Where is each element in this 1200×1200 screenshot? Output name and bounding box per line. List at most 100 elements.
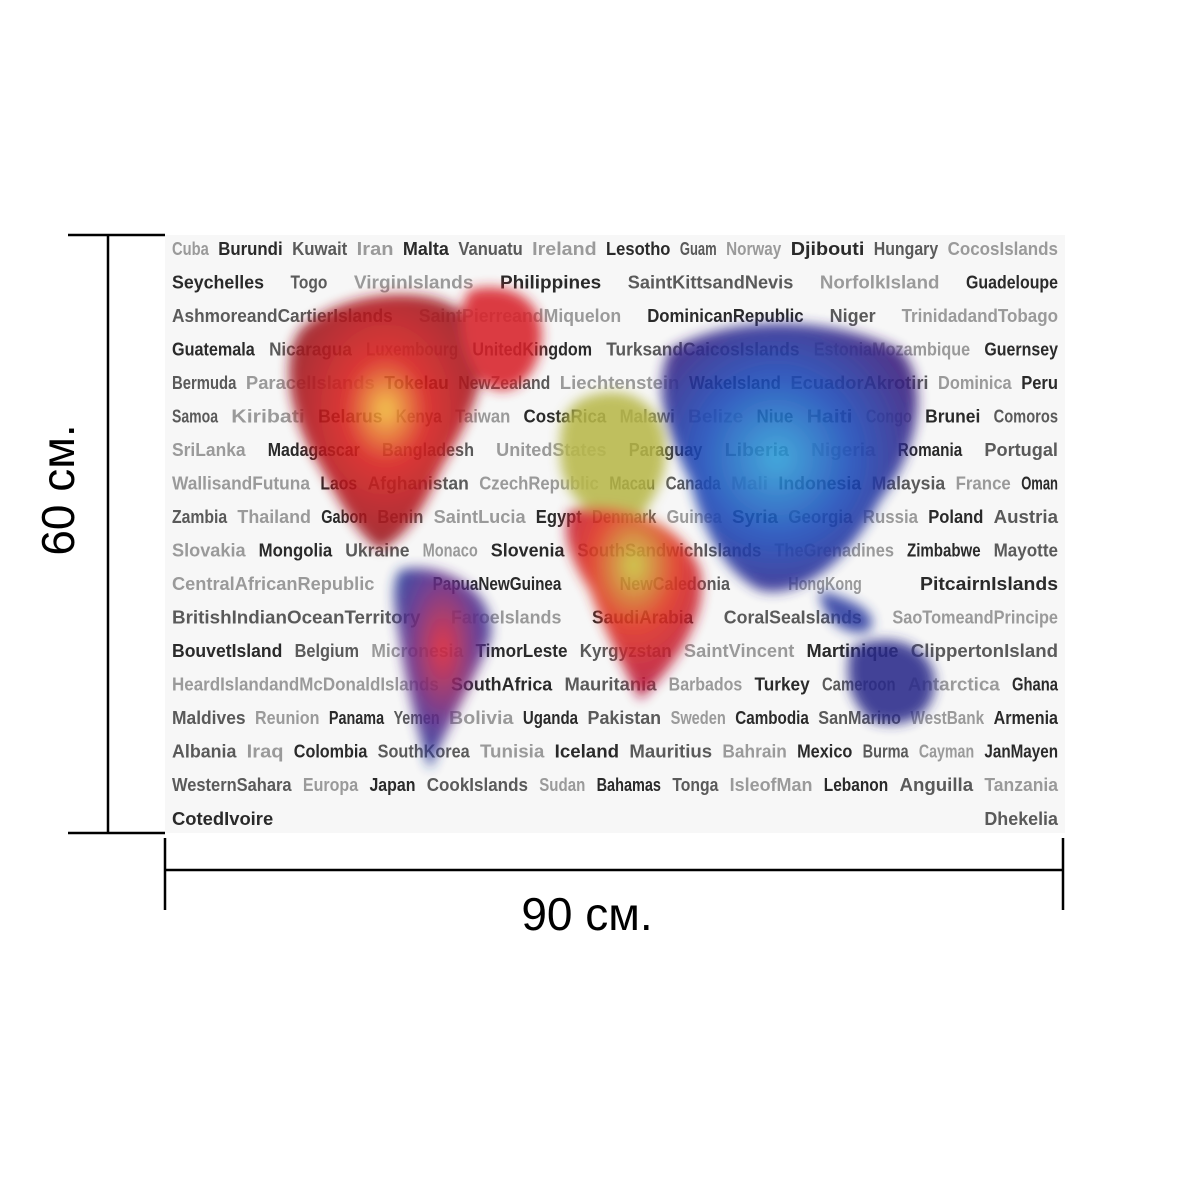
dimension-lines (68, 233, 1065, 910)
country-name: Comoros (994, 406, 1058, 426)
country-name: Sweden (671, 708, 726, 728)
country-name: Lesotho (606, 239, 670, 259)
country-name: Hungary (874, 239, 938, 259)
world-map (289, 287, 935, 770)
country-name: BouvetIsland (172, 641, 282, 661)
country-name: Belgium (295, 641, 359, 661)
country-name: SriLanka (172, 440, 247, 460)
country-name: Philippines (500, 272, 601, 292)
country-name: Albania (172, 742, 237, 762)
country-name: SaoTomeandPrincipe (892, 608, 1058, 628)
country-name: Burma (863, 742, 910, 762)
country-name: Austria (994, 507, 1059, 527)
country-name: Portugal (984, 440, 1058, 460)
width-label: 90 см. (521, 888, 652, 940)
country-name: Pakistan (588, 708, 662, 728)
country-name: Japan (369, 775, 415, 795)
country-name: NorfolkIsland (820, 272, 940, 292)
country-name: HeardIslandandMcDonaldIslands (172, 675, 439, 695)
country-name: SaintKittsandNevis (628, 272, 794, 292)
country-name: Anguilla (899, 775, 974, 795)
country-name: Liechtenstein (560, 373, 680, 393)
country-name: Sudan (539, 775, 585, 795)
country-name: Peru (1021, 373, 1058, 393)
country-name: Guatemala (172, 339, 256, 359)
country-name: WesternSahara (172, 775, 292, 795)
country-name: Iraq (247, 742, 284, 762)
country-name: Djibouti (791, 239, 865, 259)
country-name: Mongolia (259, 541, 334, 561)
country-name: Colombia (294, 742, 368, 762)
country-name: Tunisia (480, 742, 545, 762)
country-name: Bermuda (172, 373, 237, 393)
country-name: Vanuatu (458, 239, 522, 259)
country-name: Uganda (523, 708, 579, 728)
country-name: Niger (830, 306, 876, 326)
country-name: Samoa (172, 406, 219, 426)
country-name: Maldives (172, 708, 246, 728)
country-name: Bolivia (449, 708, 514, 728)
height-label: 60 см. (32, 424, 84, 555)
country-name: JanMayen (984, 742, 1058, 762)
country-name: SaintLucia (434, 507, 527, 527)
country-name: SouthAfrica (451, 675, 553, 695)
country-name: Iceland (555, 742, 619, 762)
country-name: Zambia (172, 507, 228, 527)
country-name: Tanzania (984, 775, 1059, 795)
country-name: Kiribati (231, 406, 305, 426)
country-name: Tonga (672, 775, 719, 795)
country-name: Ukraine (345, 541, 409, 561)
country-name: Reunion (255, 708, 319, 728)
country-name: Zimbabwe (907, 541, 981, 561)
country-name: Malta (403, 239, 450, 259)
country-name: CookIslands (427, 775, 528, 795)
country-name: Slovakia (172, 541, 247, 561)
country-name: Ghana (1012, 675, 1059, 695)
country-name: Brunei (925, 406, 980, 426)
country-name: Cambodia (735, 708, 809, 728)
country-name: Monaco (423, 541, 478, 561)
country-name: Burundi (218, 239, 282, 259)
country-name: Kuwait (292, 239, 347, 259)
country-name: Poland (928, 507, 983, 527)
country-name: Mayotte (994, 541, 1058, 561)
country-name: Cuba (172, 239, 210, 259)
country-name: DominicanRepublic (647, 306, 803, 326)
country-name: Panama (329, 708, 385, 728)
country-name: Oman (1021, 473, 1058, 493)
country-name: CotedIvoire (172, 809, 273, 829)
country-name: TrinidadandTobago (902, 306, 1058, 326)
country-name: WallisandFutuna (172, 473, 311, 493)
country-name: Guadeloupe (966, 272, 1058, 292)
country-name: WestBank (911, 708, 985, 728)
country-name: BritishIndianOceanTerritory (172, 608, 420, 628)
country-name: IsleofMan (730, 775, 813, 795)
country-name: SaintVincent (684, 641, 794, 661)
country-name: VirginIslands (354, 272, 474, 292)
country-name: PitcairnIslands (920, 574, 1058, 594)
country-name: TimorLeste (475, 641, 567, 661)
country-name: Norway (726, 239, 781, 259)
country-name: CentralAfricanRepublic (172, 574, 374, 594)
country-name: Romania (898, 440, 963, 460)
country-name: Mexico (797, 742, 852, 762)
country-name: Turkey (755, 675, 810, 695)
country-name: CocosIslands (948, 239, 1058, 259)
country-name: Dhekelia (984, 809, 1059, 829)
country-name: Seychelles (172, 272, 264, 292)
country-name: Cayman (919, 742, 974, 762)
country-name: Europa (303, 775, 359, 795)
country-name: Russia (863, 507, 919, 527)
country-name: Guernsey (984, 339, 1058, 359)
country-name: Guam (680, 239, 717, 259)
country-name: SouthKorea (378, 742, 471, 762)
country-name: Thailand (237, 507, 311, 527)
country-name: Lebanon (824, 775, 888, 795)
country-name: Slovenia (491, 541, 566, 561)
country-name: France (956, 473, 1011, 493)
country-name: Bahamas (597, 775, 661, 795)
country-name: Iran (357, 239, 394, 259)
country-name: Armenia (994, 708, 1059, 728)
country-name: Mauritius (629, 742, 712, 762)
